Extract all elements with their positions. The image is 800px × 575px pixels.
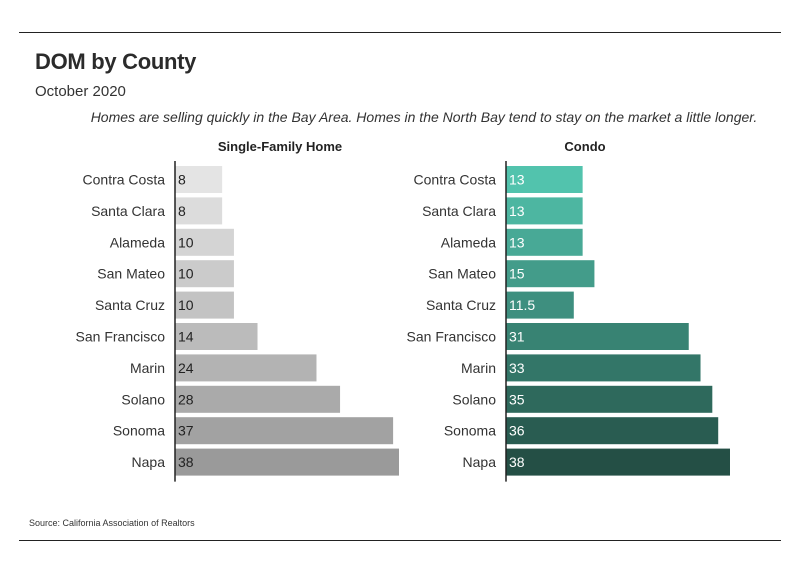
condo-value-label: 13 xyxy=(509,234,525,250)
chart-note: Homes are selling quickly in the Bay Are… xyxy=(90,109,758,125)
single-family-value-label: 10 xyxy=(178,297,194,313)
single-family-value-label: 8 xyxy=(178,203,186,219)
condo-value-label: 36 xyxy=(509,423,525,439)
condo-bar-3 xyxy=(506,260,595,288)
condo-bar-1 xyxy=(506,197,583,225)
condo-category-label: Marin xyxy=(461,360,496,376)
chart-subtitle: October 2020 xyxy=(35,83,126,100)
condo-value-label: 35 xyxy=(509,391,525,407)
condo-bar-4 xyxy=(506,291,574,319)
single-family-bar-5 xyxy=(175,323,258,350)
condo-value-label: 38 xyxy=(509,454,525,470)
condo-bar-6 xyxy=(506,354,701,382)
single-family-category-label: Contra Costa xyxy=(83,172,166,188)
chart-title: DOM by County xyxy=(35,49,197,74)
single-family-bar-3 xyxy=(175,260,234,288)
single-family-category-label: Santa Clara xyxy=(91,203,165,219)
single-family-value-label: 14 xyxy=(178,329,194,345)
bottom-rule xyxy=(19,540,781,541)
condo-value-label: 15 xyxy=(509,266,525,282)
condo-category-label: Santa Cruz xyxy=(426,297,496,313)
single-family-value-label: 28 xyxy=(178,391,194,407)
single-family-category-label: Solano xyxy=(121,391,165,407)
condo-category-label: Alameda xyxy=(441,234,496,250)
single-family-bar-4 xyxy=(175,291,234,319)
single-family-category-label: Sonoma xyxy=(113,423,165,439)
condo-value-label: 13 xyxy=(509,203,525,219)
condo-bar-8 xyxy=(506,417,719,445)
single-family-category-label: Alameda xyxy=(110,234,165,250)
single-family-bar-7 xyxy=(175,385,341,413)
single-family-bar-9 xyxy=(175,448,399,476)
single-family-category-label: San Mateo xyxy=(97,266,165,282)
condo-category-label: Contra Costa xyxy=(414,172,497,188)
single-family-value-label: 8 xyxy=(178,172,186,188)
single-family-category-label: Marin xyxy=(130,360,165,376)
single-family-value-label: 37 xyxy=(178,423,194,439)
condo-category-label: San Francisco xyxy=(407,329,497,345)
condo-category-label: San Mateo xyxy=(428,266,496,282)
condo-bar-5 xyxy=(506,323,689,350)
condo-value-label: 33 xyxy=(509,360,525,376)
condo-panel-title: Condo xyxy=(564,139,605,154)
single-family-value-label: 10 xyxy=(178,266,194,282)
condo-value-label: 31 xyxy=(509,329,525,345)
condo-category-label: Santa Clara xyxy=(422,203,496,219)
single-family-value-label: 10 xyxy=(178,234,194,250)
single-family-bar-1 xyxy=(175,197,223,225)
single-family-bar-2 xyxy=(175,228,234,256)
condo-category-label: Napa xyxy=(463,454,497,470)
condo-category-label: Solano xyxy=(452,391,496,407)
condo-bar-7 xyxy=(506,385,713,413)
single-family-bar-8 xyxy=(175,417,394,445)
condo-category-label: Sonoma xyxy=(444,423,496,439)
single-family-panel-title: Single-Family Home xyxy=(218,139,342,154)
single-family-bar-6 xyxy=(175,354,317,382)
condo-bar-2 xyxy=(506,228,583,256)
single-family-value-label: 24 xyxy=(178,360,194,376)
condo-value-label: 11.5 xyxy=(509,297,535,313)
single-family-category-label: Napa xyxy=(132,454,166,470)
single-family-bar-0 xyxy=(175,166,223,193)
condo-bar-9 xyxy=(506,448,730,476)
single-family-category-label: San Francisco xyxy=(76,329,166,345)
single-family-category-label: Santa Cruz xyxy=(95,297,165,313)
source-note: Source: California Association of Realto… xyxy=(29,518,195,528)
single-family-value-label: 38 xyxy=(178,454,194,470)
condo-value-label: 13 xyxy=(509,172,525,188)
top-rule xyxy=(19,32,781,33)
condo-bar-0 xyxy=(506,166,583,193)
